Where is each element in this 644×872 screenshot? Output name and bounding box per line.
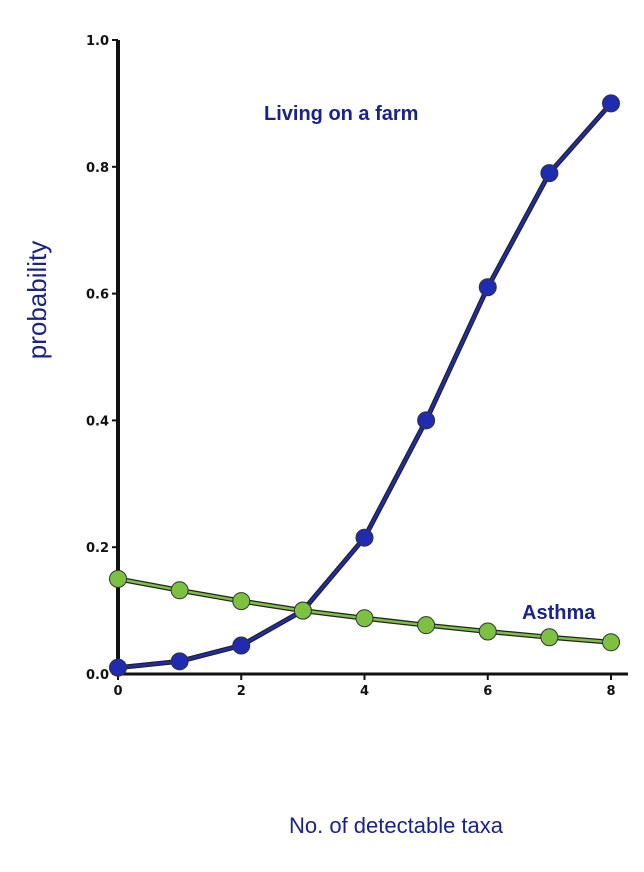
x-tick-label: 2 [237, 684, 246, 699]
data-point-living-on-a-farm [109, 658, 127, 677]
data-point-living-on-a-farm [232, 636, 251, 655]
data-point-living-on-a-farm [602, 94, 620, 113]
data-point-living-on-a-farm [540, 164, 559, 183]
y-tick-label: 0.8 [86, 161, 109, 176]
data-point-asthma [602, 633, 620, 652]
x-tick-label: 8 [606, 684, 615, 699]
data-point-asthma [540, 628, 559, 647]
data-point-asthma [478, 622, 497, 641]
data-point-asthma [417, 616, 436, 635]
series-label-asthma: Asthma [522, 602, 596, 624]
data-point-asthma [232, 592, 251, 611]
y-tick-label: 0.6 [86, 288, 109, 303]
y-tick-label: 0.0 [86, 668, 109, 683]
series-line-outline-living-on-a-farm [117, 101, 613, 671]
data-point-asthma [109, 569, 127, 588]
series-label-living-on-a-farm: Living on a farm [264, 103, 418, 125]
series-layer [109, 94, 620, 677]
series-line-living-on-a-farm [117, 102, 612, 669]
y-tick-label: 1.0 [86, 34, 109, 49]
axes [116, 40, 628, 676]
x-axis-label: No. of detectable taxa [289, 813, 504, 838]
data-point-living-on-a-farm [417, 411, 436, 430]
data-point-asthma [170, 581, 189, 600]
x-tick-label: 4 [360, 684, 369, 699]
y-axis-ticks: 0.0 0.2 0.4 0.6 0.8 1.0 [86, 34, 118, 683]
data-point-living-on-a-farm [170, 652, 189, 671]
data-point-asthma [355, 609, 374, 628]
data-point-living-on-a-farm [478, 278, 497, 297]
data-point-living-on-a-farm [355, 528, 374, 547]
x-tick-label: 0 [113, 684, 122, 699]
y-tick-label: 0.2 [86, 541, 109, 556]
x-tick-label: 6 [483, 684, 492, 699]
data-point-asthma [293, 601, 312, 620]
y-tick-label: 0.4 [86, 414, 109, 429]
x-axis-ticks: 0 2 4 6 8 [113, 674, 616, 699]
y-axis-label: probability [22, 241, 52, 360]
